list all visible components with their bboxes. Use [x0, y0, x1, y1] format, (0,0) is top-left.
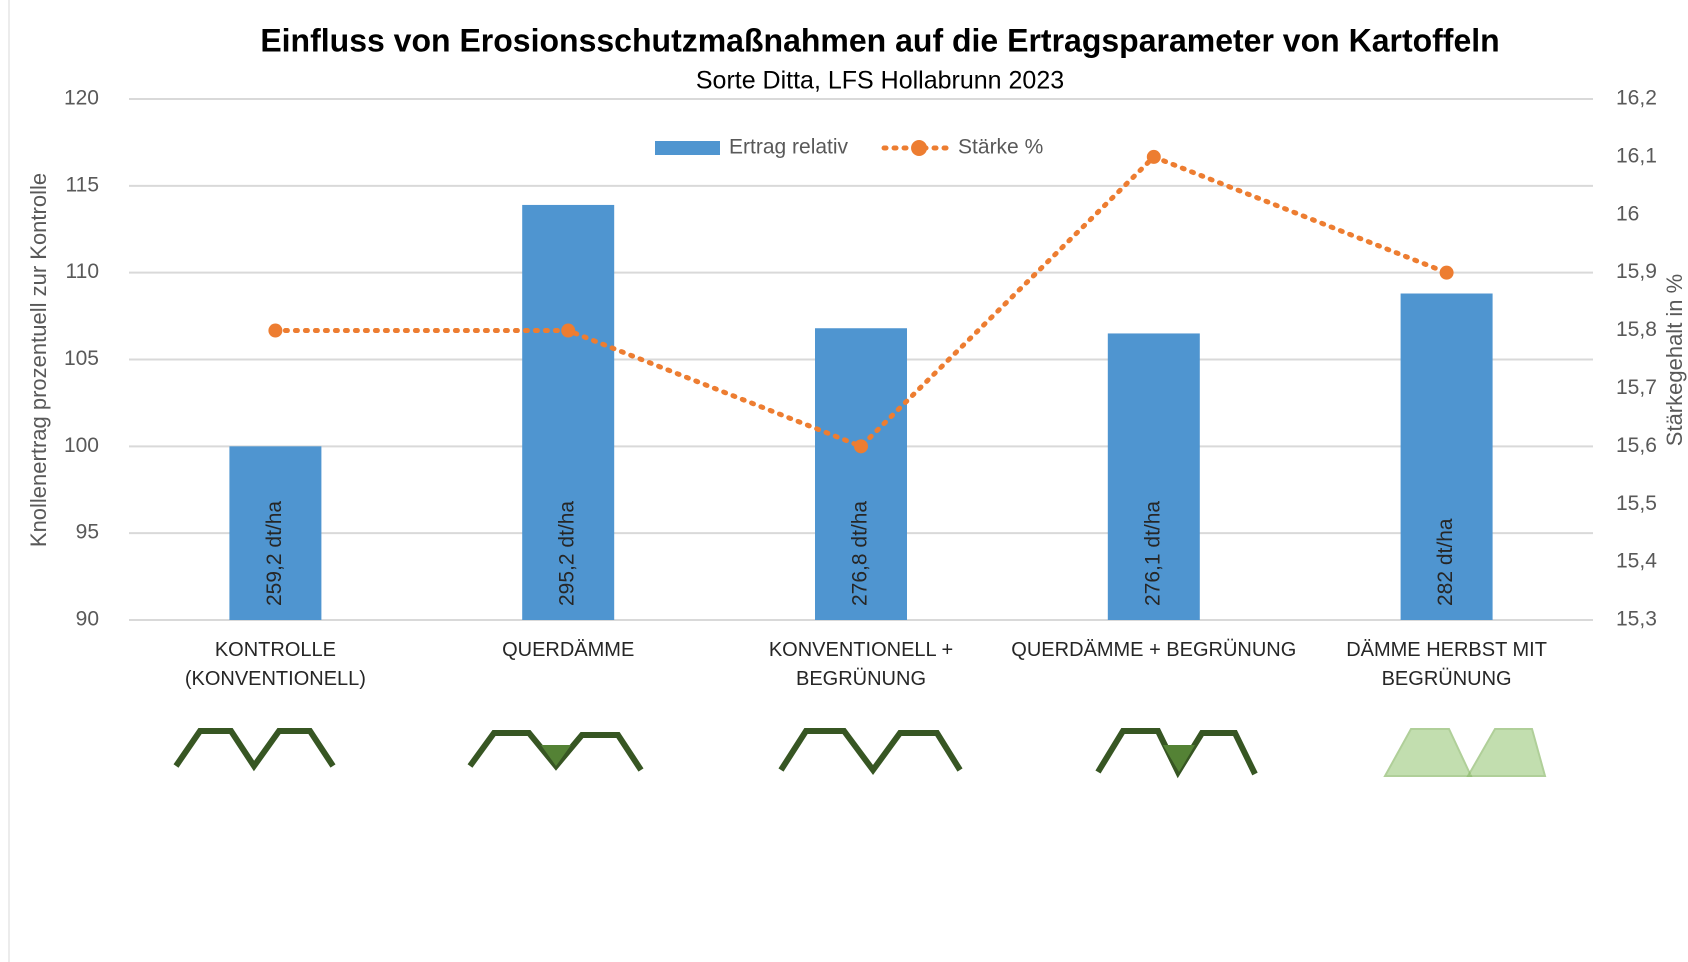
chart-subtitle: Sorte Ditta, LFS Hollabrunn 2023 — [696, 67, 1064, 95]
y2-tick-label: 15,6 — [1616, 434, 1657, 457]
y2-tick-label: 15,3 — [1616, 608, 1657, 631]
y2-tick-label: 16,1 — [1616, 144, 1657, 167]
y2-tick-label: 16,2 — [1616, 87, 1657, 110]
icons — [176, 729, 1545, 776]
bar-label: 295,2 dt/ha — [556, 501, 579, 606]
chart-title: Einfluss von Erosionsschutzmaßnahmen auf… — [260, 22, 1499, 58]
y2-tick-label: 15,4 — [1616, 550, 1657, 573]
page: Einfluss von Erosionsschutzmaßnahmen auf… — [0, 0, 1688, 962]
legend-label: Stärke % — [958, 136, 1043, 159]
legend-label: Ertrag relativ — [729, 136, 849, 159]
legend-swatch — [655, 141, 720, 155]
bar-label: 259,2 dt/ha — [263, 501, 286, 606]
bar-label: 276,1 dt/ha — [1141, 501, 1164, 606]
x-tick-label: QUERDÄMME — [418, 636, 718, 665]
y2-tick-label: 15,7 — [1616, 376, 1657, 399]
marker — [1440, 266, 1454, 280]
y-tick-label: 120 — [64, 87, 99, 110]
y-tick-label: 95 — [76, 521, 99, 544]
y-tick-label: 115 — [66, 173, 99, 196]
y-axis-label: Knollenertrag prozentuell zur Kontrolle — [26, 173, 51, 547]
x-tick-label: DÄMME HERBST MIT BEGRÜNUNG — [1297, 636, 1597, 694]
marker — [1147, 150, 1161, 164]
y2-axis-label: Stärkegehalt in % — [1662, 274, 1687, 446]
marker — [268, 324, 282, 338]
y-tick-label: 100 — [64, 434, 99, 457]
y2-tick-label: 15,9 — [1616, 260, 1657, 283]
y2-tick-label: 15,5 — [1616, 492, 1657, 515]
chart: Einfluss von Erosionsschutzmaßnahmen auf… — [0, 0, 1688, 962]
bar-label: 282 dt/ha — [1434, 518, 1457, 606]
x-tick-label: KONTROLLE (KONVENTIONELL) — [125, 636, 425, 694]
x-tick-label: KONVENTIONELL + BEGRÜNUNG — [711, 636, 1011, 694]
y-tick-label: 105 — [64, 347, 99, 370]
y2-tick-label: 16 — [1616, 202, 1639, 225]
x-tick-label: QUERDÄMME + BEGRÜNUNG — [1004, 636, 1304, 665]
marker — [854, 439, 868, 453]
marker — [561, 324, 575, 338]
legend-marker — [911, 140, 927, 156]
bar-label: 276,8 dt/ha — [849, 501, 872, 606]
y-tick-label: 110 — [66, 260, 99, 283]
y-tick-label: 90 — [76, 608, 99, 631]
y2-tick-label: 15,8 — [1616, 318, 1657, 341]
